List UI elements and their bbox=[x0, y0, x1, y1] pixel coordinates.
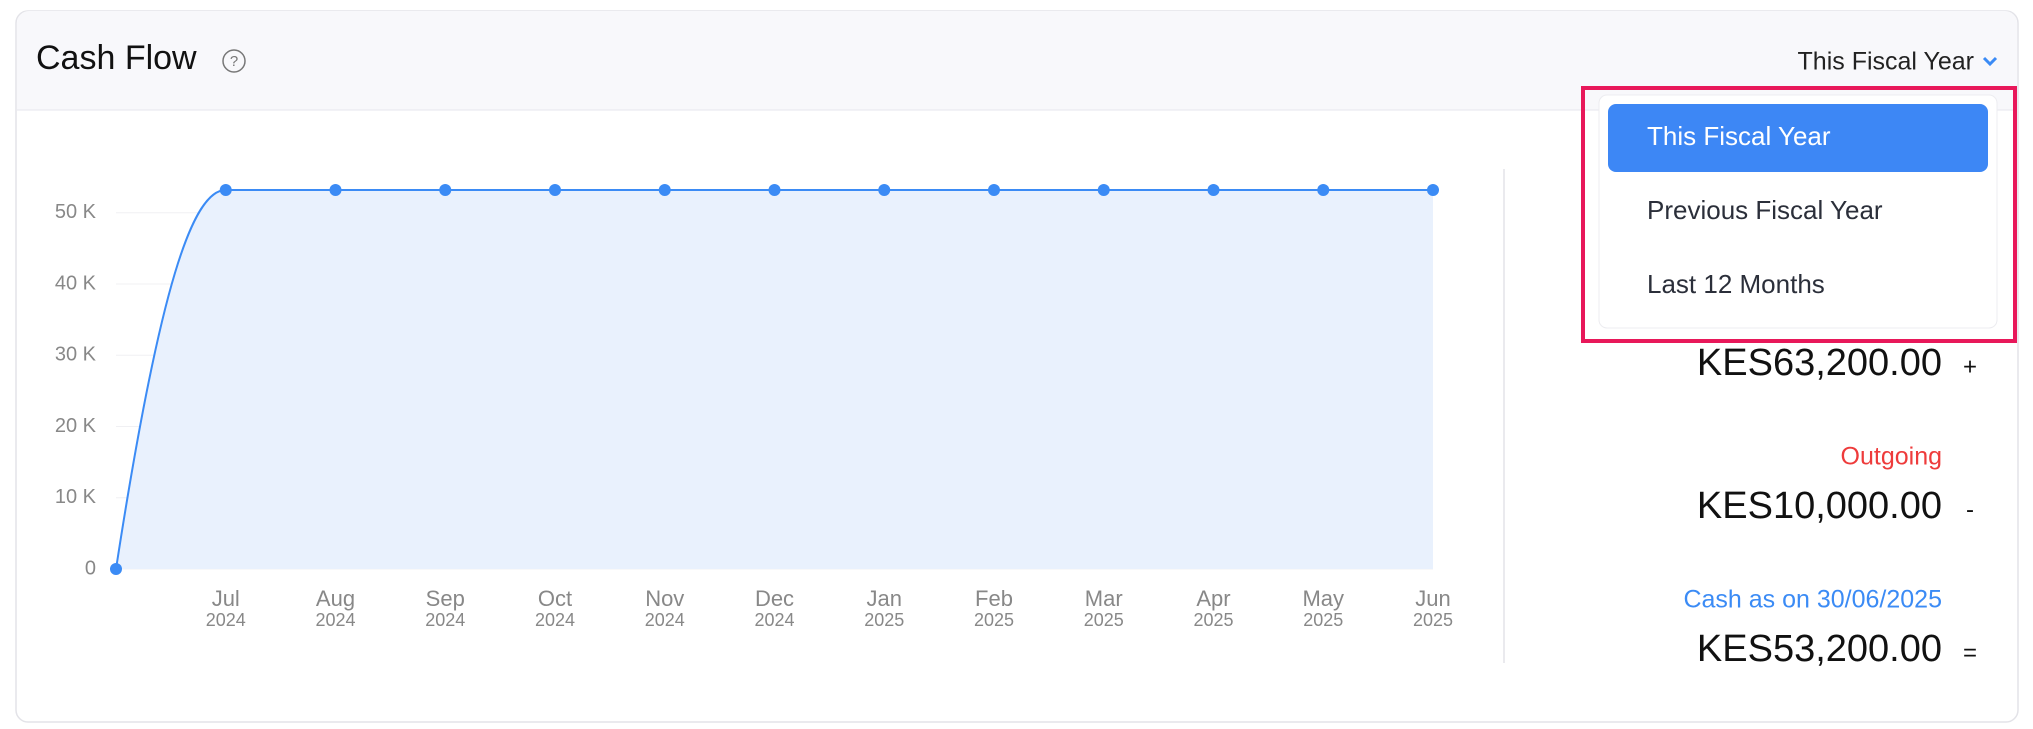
x-tick-sublabel: 2024 bbox=[535, 610, 575, 630]
dropdown-option[interactable]: Previous Fiscal Year bbox=[1647, 195, 1883, 225]
x-tick-label: Jul bbox=[212, 586, 240, 611]
y-tick-label: 40 K bbox=[55, 272, 97, 294]
x-tick-sublabel: 2025 bbox=[864, 610, 904, 630]
x-tick-label: May bbox=[1302, 586, 1344, 611]
x-tick-sublabel: 2025 bbox=[1413, 610, 1453, 630]
line bbox=[115, 188, 1433, 570]
option-highlight bbox=[1608, 104, 1988, 172]
point[interactable] bbox=[878, 183, 891, 196]
x-tick-label: Nov bbox=[645, 586, 684, 611]
point[interactable] bbox=[219, 183, 232, 196]
y-tick-label: 20 K bbox=[55, 415, 97, 437]
highlight-box bbox=[1581, 86, 2017, 343]
point[interactable] bbox=[1207, 183, 1220, 196]
x-tick-label: Jan bbox=[867, 586, 902, 611]
x-tick-sublabel: 2024 bbox=[645, 610, 685, 630]
dropdown-option[interactable]: This Fiscal Year bbox=[1647, 121, 1831, 151]
summary-amount: KES63,200.00 bbox=[1697, 342, 1942, 384]
summary-amount: KES53,200.00 bbox=[1697, 628, 1942, 670]
title: Cash Flow bbox=[36, 39, 197, 77]
x-tick-sublabel: 2025 bbox=[1193, 610, 1233, 630]
x-tick-label: Apr bbox=[1196, 586, 1230, 611]
x-tick-label: Feb bbox=[975, 586, 1013, 611]
point[interactable] bbox=[988, 183, 1000, 196]
x-tick-label: Jun bbox=[1415, 586, 1450, 611]
point[interactable] bbox=[768, 183, 781, 196]
summary-label: Cash as on 30/06/2025 bbox=[1683, 586, 1942, 614]
x-tick-sublabel: 2024 bbox=[754, 610, 794, 630]
x-tick-sublabel: 2024 bbox=[425, 610, 465, 630]
x-tick-sublabel: 2025 bbox=[1303, 610, 1343, 630]
y-tick-label: 10 K bbox=[55, 486, 97, 508]
x-tick-label: Mar bbox=[1085, 586, 1123, 611]
y-tick-label: 50 K bbox=[55, 201, 97, 223]
point[interactable] bbox=[658, 183, 671, 196]
y-tick-label: 30 K bbox=[55, 344, 97, 366]
x-tick-sublabel: 2024 bbox=[315, 610, 355, 630]
point[interactable] bbox=[549, 183, 561, 196]
period-filter[interactable]: This Fiscal Year bbox=[1798, 48, 1974, 76]
dropdown-option[interactable]: Last 12 Months bbox=[1647, 269, 1825, 299]
x-tick-sublabel: 2025 bbox=[974, 610, 1014, 630]
x-tick-sublabel: 2024 bbox=[206, 610, 246, 630]
x-tick-label: Sep bbox=[426, 586, 465, 611]
summary-label: Outgoing bbox=[1841, 443, 1942, 471]
dropdown: This Fiscal Year Previous Fiscal Year Last… bbox=[1581, 86, 2017, 343]
help-icon-glyph: ? bbox=[230, 53, 238, 70]
card-header bbox=[17, 11, 2017, 110]
point[interactable] bbox=[1097, 183, 1110, 196]
summary: KES63,200.00 + Outgoing KES10,000.00 - Cash a… bbox=[1683, 342, 1977, 670]
help-icon[interactable] bbox=[222, 49, 246, 73]
chevron[interactable] bbox=[1982, 56, 1998, 67]
summary-sign: - bbox=[1966, 496, 1974, 523]
summary-sign: = bbox=[1963, 639, 1977, 666]
point[interactable] bbox=[1427, 183, 1439, 196]
y-tick-label: 0 bbox=[85, 557, 96, 579]
area-fill bbox=[116, 189, 1433, 569]
x-tick-sublabel: 2025 bbox=[1084, 610, 1124, 630]
summary-amount: KES10,000.00 bbox=[1697, 485, 1942, 527]
summary-sign: + bbox=[1963, 353, 1977, 380]
point[interactable] bbox=[439, 183, 452, 196]
x-tick-label: Aug bbox=[316, 586, 355, 611]
chart: 010 K20 K30 K40 K50 KJul2024Aug2024Sep20… bbox=[55, 183, 1453, 630]
point[interactable] bbox=[110, 563, 122, 575]
point[interactable] bbox=[1317, 183, 1330, 196]
x-tick-label: Dec bbox=[755, 586, 794, 611]
x-tick-label: Oct bbox=[538, 586, 572, 611]
point[interactable] bbox=[329, 183, 342, 196]
